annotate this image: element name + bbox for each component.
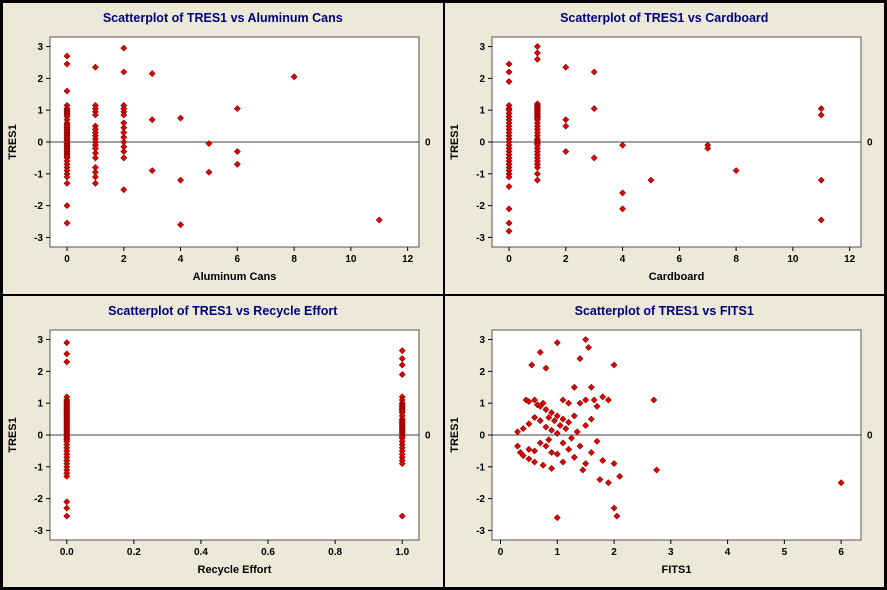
svg-text:0: 0	[867, 138, 873, 149]
svg-text:TRES1: TRES1	[449, 124, 461, 159]
panel-tres1-vs-fits1: Scatterplot of TRES1 vs FITS1 -3 -2 -1 0 1 2 3…	[443, 295, 885, 588]
svg-text:1: 1	[479, 106, 485, 117]
svg-text:FITS1: FITS1	[661, 564, 691, 576]
svg-text:0: 0	[38, 431, 44, 442]
svg-text:4: 4	[620, 254, 626, 265]
svg-text:3: 3	[479, 42, 485, 53]
svg-text:0.4: 0.4	[194, 547, 208, 558]
scatter-plot-recycle-effort: -3 -2 -1 0 1 2 3 0.0 0.2 0.4 0.6 0.8 1.0 0 Recycle Eff…	[7, 329, 431, 576]
svg-text:1.0: 1.0	[396, 547, 410, 558]
svg-text:TRES1: TRES1	[7, 417, 19, 452]
svg-text:0.6: 0.6	[261, 547, 275, 558]
svg-text:-3: -3	[476, 526, 485, 537]
svg-text:3: 3	[38, 335, 44, 346]
svg-text:1: 1	[38, 106, 44, 117]
svg-text:Aluminum Cans: Aluminum Cans	[193, 271, 277, 283]
svg-text:5: 5	[781, 547, 787, 558]
svg-text:0: 0	[506, 254, 512, 265]
svg-text:10: 10	[346, 254, 358, 265]
svg-text:12: 12	[402, 254, 414, 265]
svg-text:0: 0	[867, 431, 873, 442]
panel-tres1-vs-aluminum-cans: Scatterplot of TRES1 vs Aluminum Cans -3…	[2, 2, 444, 295]
svg-text:3: 3	[668, 547, 674, 558]
svg-text:2: 2	[479, 367, 485, 378]
chart-title: Scatterplot of TRES1 vs FITS1	[574, 304, 754, 318]
svg-text:8: 8	[733, 254, 739, 265]
svg-text:-3: -3	[34, 233, 43, 244]
svg-text:8: 8	[292, 254, 298, 265]
svg-text:6: 6	[838, 547, 844, 558]
svg-text:-1: -1	[34, 462, 43, 473]
svg-text:TRES1: TRES1	[449, 417, 461, 452]
svg-text:-3: -3	[34, 526, 43, 537]
svg-text:0: 0	[38, 138, 44, 149]
svg-text:4: 4	[178, 254, 184, 265]
svg-text:1: 1	[479, 399, 485, 410]
scatter-plot-fits1: -3 -2 -1 0 1 2 3 0 1 2 3 4 5 6 0 FITS1 TRES1	[449, 329, 873, 576]
svg-text:12: 12	[844, 254, 856, 265]
svg-text:-2: -2	[34, 201, 43, 212]
panel-tres1-vs-cardboard: Scatterplot of TRES1 vs Cardboard -3 -2 -1…	[443, 2, 885, 295]
chart-title: Scatterplot of TRES1 vs Cardboard	[560, 11, 769, 25]
svg-text:-1: -1	[34, 169, 43, 180]
svg-text:Recycle Effort: Recycle Effort	[198, 564, 272, 576]
svg-text:2: 2	[479, 74, 485, 85]
svg-text:0: 0	[479, 138, 485, 149]
svg-text:6: 6	[235, 254, 241, 265]
svg-text:2: 2	[121, 254, 127, 265]
svg-text:Cardboard: Cardboard	[648, 271, 704, 283]
svg-text:0: 0	[479, 431, 485, 442]
svg-text:3: 3	[479, 335, 485, 346]
svg-text:-1: -1	[476, 462, 485, 473]
svg-text:TRES1: TRES1	[7, 124, 19, 159]
svg-text:-1: -1	[476, 169, 485, 180]
svg-text:0.0: 0.0	[60, 547, 74, 558]
svg-text:0: 0	[425, 138, 431, 149]
svg-text:4: 4	[725, 547, 731, 558]
svg-text:2: 2	[563, 254, 569, 265]
svg-text:2: 2	[611, 547, 617, 558]
chart-title: Scatterplot of TRES1 vs Recycle Effort	[108, 304, 338, 318]
svg-text:3: 3	[38, 42, 44, 53]
svg-text:-2: -2	[476, 201, 485, 212]
svg-text:2: 2	[38, 367, 44, 378]
svg-text:0: 0	[497, 547, 503, 558]
svg-text:-3: -3	[476, 233, 485, 244]
svg-text:0.2: 0.2	[127, 547, 141, 558]
svg-text:6: 6	[676, 254, 682, 265]
panel-tres1-vs-recycle-effort: Scatterplot of TRES1 vs Recycle Effort -…	[2, 295, 444, 588]
svg-text:1: 1	[38, 399, 44, 410]
svg-text:0: 0	[425, 431, 431, 442]
svg-text:1: 1	[554, 547, 560, 558]
chart-title: Scatterplot of TRES1 vs Aluminum Cans	[102, 11, 343, 25]
svg-text:2: 2	[38, 74, 44, 85]
svg-text:0.8: 0.8	[328, 547, 342, 558]
svg-text:-2: -2	[476, 494, 485, 505]
svg-text:10: 10	[787, 254, 799, 265]
svg-text:0: 0	[64, 254, 70, 265]
svg-text:-2: -2	[34, 494, 43, 505]
